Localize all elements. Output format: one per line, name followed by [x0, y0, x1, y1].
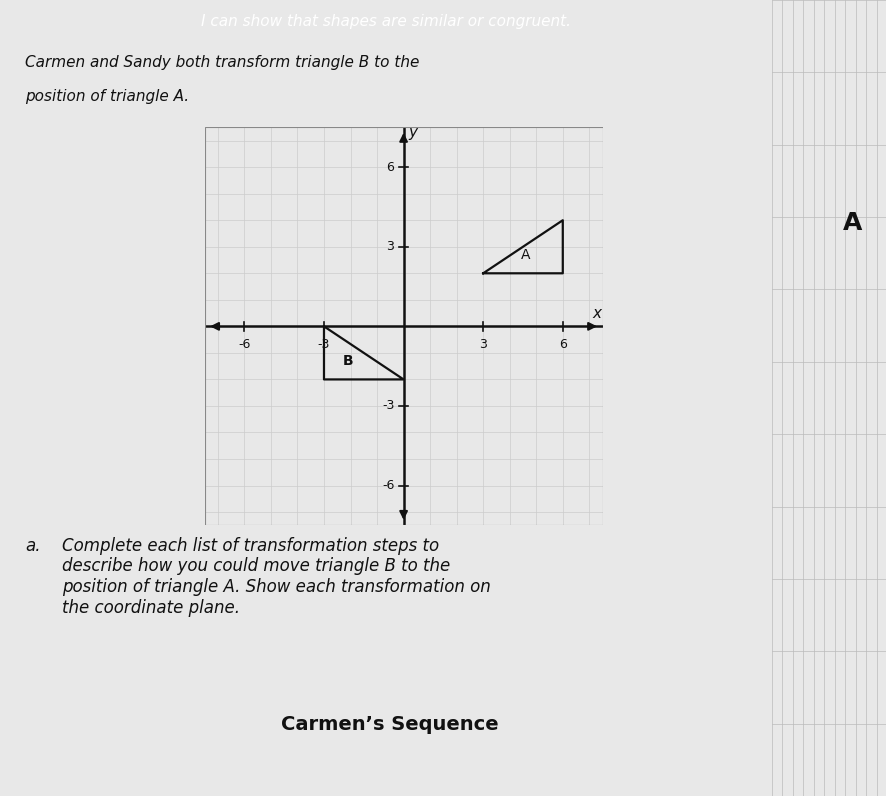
Text: A: A — [842, 211, 861, 235]
Text: A: A — [520, 248, 530, 262]
Text: -6: -6 — [238, 338, 250, 351]
Text: I can show that shapes are similar or congruent.: I can show that shapes are similar or co… — [200, 14, 571, 29]
Text: x: x — [592, 306, 601, 321]
Text: position of triangle A.: position of triangle A. — [25, 89, 189, 104]
Text: -6: -6 — [382, 479, 394, 492]
Text: 3: 3 — [386, 240, 394, 253]
Text: B: B — [342, 354, 353, 368]
Text: -3: -3 — [382, 400, 394, 412]
Text: Carmen’s Sequence: Carmen’s Sequence — [281, 715, 499, 734]
Text: 6: 6 — [558, 338, 566, 351]
Text: 6: 6 — [386, 161, 394, 174]
Text: -3: -3 — [317, 338, 330, 351]
Text: 3: 3 — [478, 338, 486, 351]
Text: Complete each list of transformation steps to
describe how you could move triang: Complete each list of transformation ste… — [62, 537, 491, 617]
Text: Carmen and Sandy both transform triangle B to the: Carmen and Sandy both transform triangle… — [25, 55, 419, 70]
Text: y: y — [408, 125, 417, 140]
Text: a.: a. — [25, 537, 41, 555]
